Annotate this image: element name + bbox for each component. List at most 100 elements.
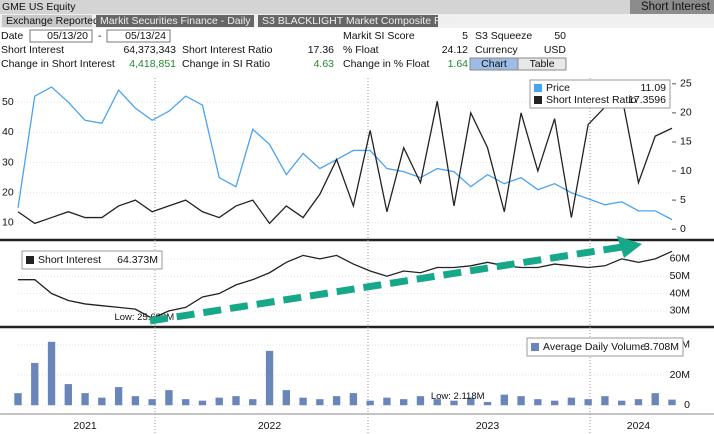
- y2-tick-label: 0: [680, 223, 686, 235]
- bar: [500, 394, 508, 406]
- bar: [131, 396, 140, 406]
- bar: [517, 396, 525, 406]
- view-button-label[interactable]: Chart: [481, 58, 507, 70]
- y-tick-label: 40: [2, 126, 14, 138]
- stat-value: 64,373,343: [123, 44, 176, 56]
- end-date[interactable]: 05/13/24: [125, 30, 166, 42]
- bar: [114, 387, 123, 406]
- stat-label: Change in SI Ratio: [182, 58, 270, 70]
- bar: [400, 399, 408, 406]
- bar: [433, 399, 441, 406]
- series-line: [17, 94, 673, 225]
- bar: [215, 397, 223, 406]
- start-date-box[interactable]: [29, 29, 93, 43]
- low-label: Low:: [114, 312, 134, 323]
- stat-label: S3 Squeeze: [475, 30, 532, 42]
- bar: [98, 397, 106, 406]
- y2-tick-label: 15: [680, 136, 692, 148]
- legend-box: [21, 250, 163, 270]
- bar: [165, 390, 173, 406]
- start-date[interactable]: 05/13/20: [47, 30, 88, 42]
- stat-value: USD: [544, 44, 567, 56]
- view-button[interactable]: [517, 57, 567, 71]
- stat-label: Markit SI Score: [343, 30, 415, 42]
- legend-swatch: [534, 96, 542, 104]
- tab-label[interactable]: S3 BLACKLIGHT Market Composite Rate: [262, 15, 456, 27]
- legend-value: 64.373M: [117, 254, 158, 266]
- stat-value: 1.64: [448, 58, 469, 70]
- stat-value: 4.63: [314, 58, 335, 70]
- series-line: [18, 250, 673, 320]
- y-tick-label: 60M: [670, 253, 690, 265]
- y-tick-label: 0: [684, 399, 690, 411]
- bar: [316, 399, 324, 406]
- legend-value: 11.09: [641, 82, 667, 94]
- stat-label: Currency: [475, 44, 518, 56]
- legend-value: 17.3596: [628, 94, 666, 106]
- tab[interactable]: [2, 15, 92, 27]
- x-tick-label: 2021: [73, 420, 97, 432]
- tab-label[interactable]: Exchange Reported: [6, 15, 99, 27]
- y2-tick-label: 5: [680, 194, 686, 206]
- stat-label: Change in % Float: [343, 58, 429, 70]
- bar: [651, 393, 659, 406]
- trend-arrow: [149, 243, 623, 325]
- view-button-label[interactable]: Table: [529, 58, 554, 70]
- tab[interactable]: [258, 15, 438, 27]
- bar: [31, 362, 39, 406]
- y2-tick-label: 20: [680, 107, 692, 119]
- legend-name: Short Interest Ratio: [546, 94, 637, 106]
- bar: [249, 399, 257, 406]
- legend-value: 3.708M: [644, 341, 679, 353]
- bar: [366, 400, 374, 406]
- legend-swatch: [26, 256, 34, 264]
- y-tick-label: 20M: [670, 369, 690, 381]
- bar: [332, 396, 341, 406]
- bar: [601, 396, 609, 406]
- legend-swatch: [534, 84, 542, 92]
- end-date-box[interactable]: [106, 29, 171, 43]
- bar: [618, 400, 626, 406]
- legend-swatch: [531, 343, 539, 351]
- y-tick-label: 40M: [670, 287, 690, 299]
- tab-label[interactable]: Markit Securities Finance - Daily: [100, 15, 251, 27]
- stat-label: Short Interest Ratio: [182, 44, 273, 56]
- stat-label: Change in Short Interest: [1, 58, 115, 70]
- x-tick-label: 2023: [476, 420, 500, 432]
- bar: [198, 400, 207, 406]
- bar: [14, 393, 22, 406]
- y2-tick-label: 10: [680, 165, 692, 177]
- legend-box: [529, 79, 671, 109]
- y-tick-label: 20: [2, 187, 14, 199]
- tab[interactable]: [96, 15, 254, 27]
- stat-value: 50: [554, 30, 566, 42]
- y-tick-label: 10: [2, 217, 14, 229]
- stat-value: 17.36: [308, 44, 334, 56]
- bar: [299, 397, 307, 406]
- legend-name: Price: [546, 82, 570, 94]
- legend-name: Short Interest: [38, 254, 101, 266]
- chart-layer: Exchange Reported Markit Securities Finan…: [1, 15, 692, 432]
- date-label: Date: [1, 30, 23, 42]
- bar: [282, 390, 290, 406]
- bar: [450, 400, 458, 406]
- function-name: Short Interest: [641, 1, 711, 13]
- y-tick-label: 30: [2, 156, 14, 168]
- stat-label: % Float: [343, 44, 379, 56]
- y-tick-label: 30M: [670, 305, 690, 317]
- stat-value: 5: [462, 30, 468, 42]
- y-tick-label: 50M: [670, 270, 690, 282]
- y-tick-label: 50: [2, 96, 14, 108]
- stat-label: Short Interest: [1, 44, 64, 56]
- bar: [467, 397, 475, 406]
- bar: [349, 393, 358, 406]
- bar: [416, 396, 425, 406]
- low-value: 2.118M: [454, 391, 485, 402]
- low-label: Low:: [431, 391, 451, 402]
- trend-arrowhead: [617, 236, 642, 258]
- bar: [47, 341, 56, 406]
- low-annotation: Low: 2.118M: [431, 391, 485, 402]
- bar: [232, 396, 240, 406]
